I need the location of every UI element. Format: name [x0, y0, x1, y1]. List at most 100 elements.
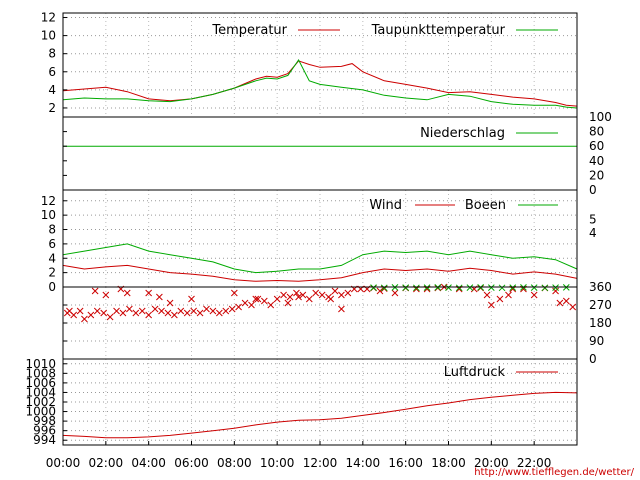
grid-layer: [63, 13, 577, 445]
wind-direction-point: [318, 291, 326, 299]
x-tick-label: 00:00: [46, 456, 81, 470]
x-tick-label: 04:00: [131, 456, 166, 470]
wind-direction-point: [466, 284, 474, 291]
temperature-tick-label: 10: [41, 29, 56, 43]
wind-direction-point: [228, 305, 236, 313]
wind-direction-point: [126, 305, 133, 313]
wind-direction-point: [151, 305, 159, 313]
wind-tick-label: 2: [48, 266, 56, 280]
wind-direction-point: [241, 299, 249, 307]
pressure-tick-label: 1006: [25, 376, 56, 390]
wind-direction-point: [183, 309, 191, 317]
precipitation-tick-label: 20: [589, 168, 604, 182]
wind-direction-point: [413, 284, 420, 292]
wind-direction-point: [209, 307, 217, 315]
wind-tick-label: 10: [41, 208, 56, 222]
wind-direction-tick-label: 0: [589, 352, 597, 366]
x-tick-label: 06:00: [174, 456, 209, 470]
wind-direction-point: [215, 309, 223, 317]
wind-direction-point: [541, 284, 549, 292]
temperature-tick-label: 8: [48, 47, 56, 61]
wind-direction-point: [370, 284, 377, 291]
wind-direction-point: [132, 309, 140, 317]
x-tick-label: 18:00: [431, 456, 466, 470]
wind-direction-point: [505, 291, 512, 299]
wind-direction-point: [260, 297, 268, 305]
wind-direction-point: [530, 291, 538, 299]
wind-direction-tick-label: 180: [589, 316, 612, 330]
wind-direction-point: [190, 307, 197, 315]
wind-direction-point: [338, 291, 345, 299]
boeen-series-line: [62, 243, 578, 274]
pressure-tick-label: 994: [33, 433, 56, 447]
wind-direction-point: [145, 311, 153, 319]
wind-direction-point: [81, 315, 88, 323]
wind-direction-point: [248, 301, 255, 309]
wind-direction-point: [87, 311, 95, 319]
pressure-tick-label: 998: [33, 414, 56, 428]
wind-direction-point: [113, 307, 120, 315]
wind-direction-point: [487, 301, 495, 309]
wind-direction-point: [188, 295, 195, 303]
wind-direction-point: [569, 303, 577, 311]
precipitation-tick-label: 40: [589, 154, 604, 168]
wind-right-tick-label: 4: [589, 226, 597, 240]
pressure-tick-label: 996: [33, 424, 56, 438]
wind-direction-point: [487, 284, 495, 291]
x-tick-label: 14:00: [346, 456, 381, 470]
legend-label: Taupunkttemperatur: [371, 23, 506, 38]
wind-direction-point: [230, 289, 238, 297]
wind-direction-point: [222, 307, 230, 315]
wind-direction-point: [254, 295, 262, 303]
x-tick-label: 22:00: [517, 456, 552, 470]
wind-direction-point: [123, 289, 131, 297]
wind-direction-tick-label: 90: [589, 334, 604, 348]
wind-tick-label: 8: [48, 223, 56, 237]
wind-direction-point: [402, 284, 410, 291]
precipitation-tick-label: 0: [589, 183, 597, 197]
wind-direction-point: [338, 305, 345, 313]
wind-direction-point: [286, 293, 294, 301]
wind-tick-label: 6: [48, 237, 56, 251]
wind-tick-label: 4: [48, 251, 56, 265]
wind-right-tick-label: 5: [589, 213, 597, 227]
wind-direction-point: [327, 295, 335, 303]
wind-direction-point: [483, 291, 491, 299]
x-tick-label: 20:00: [474, 456, 509, 470]
wind-direction-point: [293, 289, 300, 297]
wind-direction-point: [252, 295, 260, 303]
wind-tick-label: 0: [48, 280, 56, 294]
wind-direction-point: [100, 309, 108, 317]
wind-direction-point: [380, 284, 388, 292]
wind-series-line: [62, 264, 578, 282]
wind-direction-point: [299, 291, 307, 299]
temperature-tick-label: 2: [48, 101, 56, 115]
wind-direction-point: [93, 307, 101, 315]
x-tick-label: 08:00: [217, 456, 252, 470]
pressure-tick-label: 1004: [25, 385, 56, 399]
wind-direction-point: [552, 287, 559, 295]
pressure-tick-label: 1000: [25, 405, 56, 419]
wind-direction-point: [331, 287, 339, 295]
wind-direction-point: [196, 309, 204, 317]
wind-direction-point: [102, 291, 110, 299]
wind-direction-point: [177, 307, 185, 315]
source-url: http://www.tiefflegen.de/wetter/: [474, 467, 634, 478]
wind-direction-point: [171, 311, 178, 319]
wind-direction-point: [552, 284, 559, 291]
taupunkttemperatur-series-line: [62, 59, 578, 109]
wind-direction-point: [138, 307, 146, 315]
x-tick-label: 12:00: [303, 456, 338, 470]
precipitation-tick-label: 100: [589, 110, 612, 124]
wind-direction-point: [305, 295, 313, 303]
temperatur-series-line: [62, 60, 578, 107]
wind-direction-point: [423, 284, 431, 291]
wind-direction-point: [91, 287, 99, 295]
legend-label: Boeen: [465, 198, 506, 213]
wind-direction-point: [498, 284, 506, 292]
wind-direction-point: [295, 293, 302, 301]
wind-direction-point: [106, 313, 114, 321]
x-tick-label: 10:00: [260, 456, 295, 470]
